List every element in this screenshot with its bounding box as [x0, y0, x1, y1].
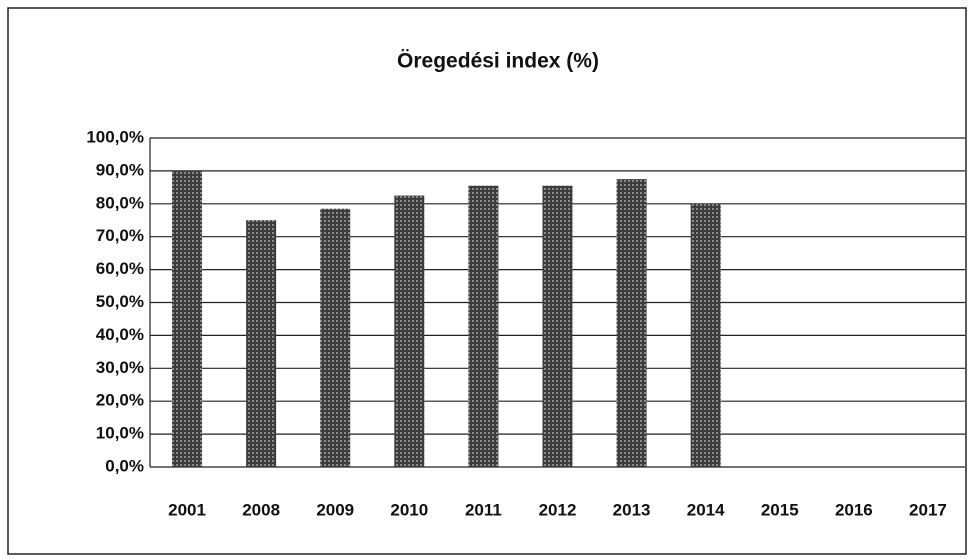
y-tick-label: 90,0% — [96, 160, 144, 179]
bar — [320, 208, 351, 468]
chart-title: Öregedési index (%) — [397, 50, 599, 73]
x-tick-label: 2016 — [835, 500, 873, 519]
y-tick-label: 0,0% — [105, 456, 144, 475]
bar — [246, 220, 277, 467]
bar — [690, 203, 721, 468]
x-tick-label: 2008 — [242, 500, 280, 519]
y-tick-label: 80,0% — [96, 193, 144, 212]
bar — [468, 185, 499, 467]
y-tick-label: 30,0% — [96, 358, 144, 377]
bar — [394, 195, 425, 467]
x-tick-label: 2015 — [761, 500, 799, 519]
x-tick-label: 2010 — [390, 500, 428, 519]
y-tick-label: 50,0% — [96, 292, 144, 311]
y-tick-label: 70,0% — [96, 226, 144, 245]
x-tick-label: 2014 — [687, 500, 725, 519]
y-tick-label: 20,0% — [96, 391, 144, 410]
x-tick-label: 2011 — [465, 500, 502, 519]
y-tick-label: 40,0% — [96, 325, 144, 344]
y-tick-label: 10,0% — [96, 424, 144, 443]
x-tick-label: 2013 — [613, 500, 651, 519]
y-tick-label: 100,0% — [86, 127, 144, 146]
bar — [542, 185, 573, 467]
x-tick-label: 2009 — [316, 500, 354, 519]
bar — [172, 170, 203, 467]
x-tick-label: 2001 — [168, 500, 206, 519]
bar — [616, 179, 647, 467]
y-tick-label: 60,0% — [96, 259, 144, 278]
x-tick-label: 2017 — [909, 500, 947, 519]
chart-border — [7, 7, 967, 555]
x-tick-label: 2012 — [539, 500, 577, 519]
